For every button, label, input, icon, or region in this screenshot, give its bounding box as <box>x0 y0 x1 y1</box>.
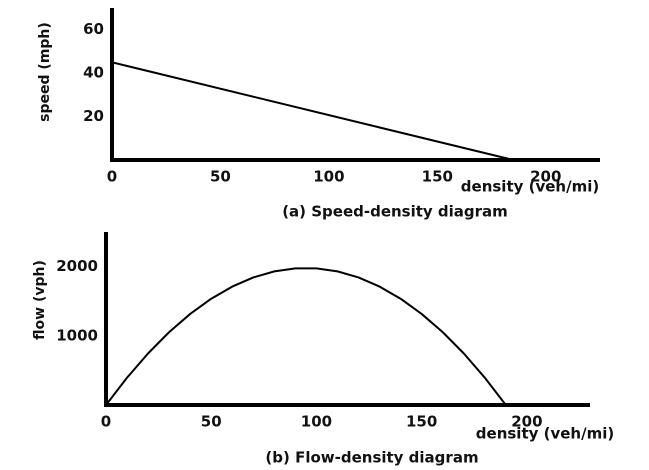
y-tick-label: 60 <box>83 20 104 38</box>
series-line <box>105 267 507 406</box>
y-axis-label: speed (mph) <box>37 22 53 122</box>
y-axis-label: flow (vph) <box>32 260 48 340</box>
x-tick-label: 0 <box>101 413 111 431</box>
x-axis-label: density (veh/mi) <box>476 425 614 443</box>
y-tick-label: 40 <box>83 64 104 82</box>
x-axis-label: density (veh/mi) <box>461 178 599 196</box>
y-tick-label: 20 <box>83 107 104 125</box>
y-tick-label: 2000 <box>56 257 98 275</box>
x-tick-label: 200 <box>530 168 561 186</box>
x-tick-label: 0 <box>107 168 117 186</box>
x-tick-label: 100 <box>301 413 332 431</box>
series-line <box>111 61 514 161</box>
caption: (a) Speed-density diagram <box>282 203 508 221</box>
x-tick-label: 50 <box>201 413 222 431</box>
x-tick-label: 150 <box>406 413 437 431</box>
x-tick-label: 100 <box>313 168 344 186</box>
caption: (b) Flow-density diagram <box>265 449 478 467</box>
x-tick-label: 200 <box>511 413 542 431</box>
x-tick-label: 50 <box>210 168 231 186</box>
x-tick-label: 150 <box>422 168 453 186</box>
y-tick-label: 1000 <box>56 326 98 344</box>
